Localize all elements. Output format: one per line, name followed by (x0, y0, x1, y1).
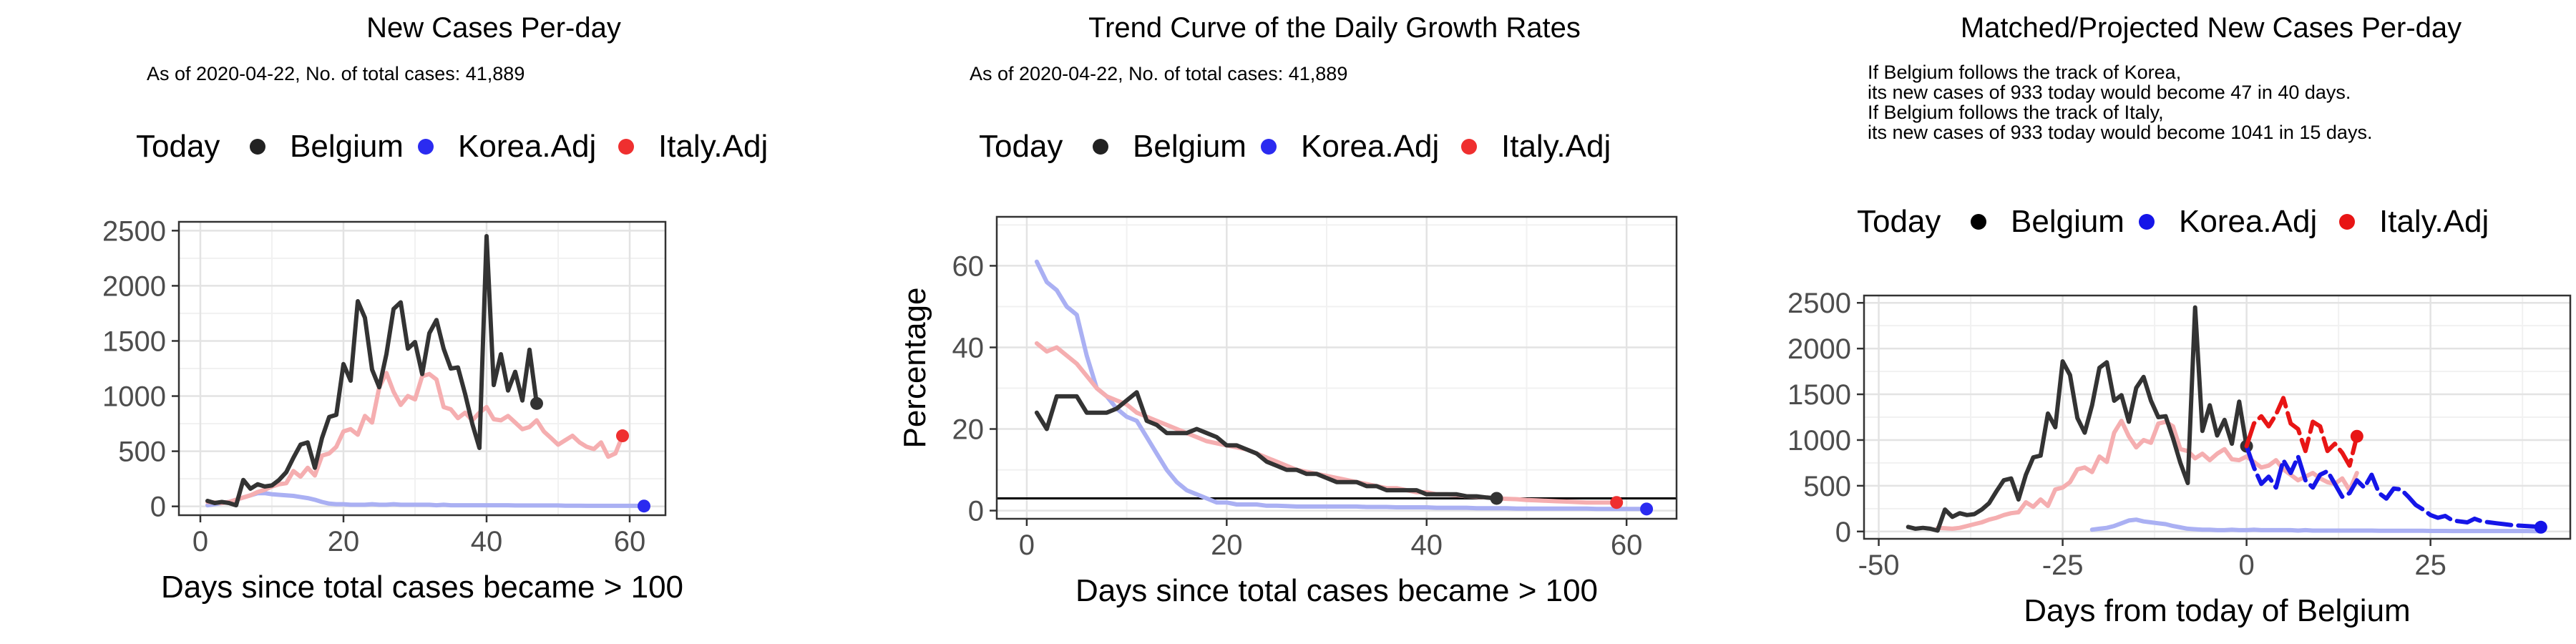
y-tick-label: 0 (150, 492, 166, 523)
x-tick-label: 20 (1211, 530, 1243, 561)
y-tick-label: 0 (1835, 517, 1851, 548)
x-tick-label: 20 (328, 526, 360, 557)
legend: Today Belgium Korea.Adj Italy.Adj (136, 129, 768, 164)
chart-subtitle-line: If Belgium follows the track of Korea, (1868, 62, 2181, 83)
legend-key-italy-adj (2339, 214, 2355, 230)
legend-key-korea-adj (2139, 214, 2155, 230)
y-tick-label: 20 (952, 414, 985, 446)
legend-key-korea-adj (418, 139, 434, 155)
y-tick-label: 2000 (1787, 333, 1851, 365)
today-marker-belgium (530, 396, 543, 410)
y-tick-label: 60 (952, 250, 985, 282)
today-marker-italy-adj (1610, 496, 1624, 509)
series-line-belgium (1906, 305, 2249, 533)
x-axis-label: Days since total cases became > 100 (161, 570, 683, 605)
legend-key-belgium (250, 139, 265, 155)
y-tick-label: 2500 (1787, 288, 1851, 319)
legend-label: Korea.Adj (2179, 204, 2317, 239)
chart-panel-3: Matched/Projected New Cases Per-day If Be… (1787, 12, 2572, 628)
series-line-korea-adj (205, 491, 646, 509)
x-tick-label: 0 (2239, 550, 2255, 581)
series-group (1906, 305, 2547, 534)
legend-key-belgium (1971, 214, 1986, 230)
legend-label: Korea.Adj (1301, 129, 1439, 164)
today-marker-korea-adj (638, 499, 650, 513)
y-tick-label: 1000 (102, 381, 166, 413)
series-line-belgium (205, 234, 539, 508)
legend-label: Belgium (290, 129, 404, 164)
today-marker-italy-adj (2350, 429, 2363, 443)
legend-label: Korea.Adj (458, 129, 596, 164)
y-tick-label: 500 (1803, 471, 1851, 502)
y-tick-label: 1000 (1787, 425, 1851, 457)
axes: 0 20 40 60 0 500 1000 1500 2000 2500 Days since to… (102, 215, 683, 605)
x-tick-label: -50 (1858, 550, 1900, 581)
chart-subtitle-line: As of 2020-04-22, No. of total cases: 41… (147, 63, 525, 84)
chart-title: New Cases Per-day (366, 12, 621, 44)
legend-label: Italy.Adj (1501, 129, 1611, 164)
series-line-belgium (1034, 390, 1499, 501)
gridlines (179, 222, 665, 515)
series-line-korea-adj (1034, 259, 1649, 512)
legend-key-italy-adj (618, 139, 634, 155)
legend-key-korea-adj (1261, 139, 1277, 155)
chart-title: Trend Curve of the Daily Growth Rates (1088, 12, 1581, 44)
y-tick-label: 2500 (102, 215, 166, 247)
x-tick-label: 40 (1410, 530, 1443, 561)
series-group (1034, 259, 1654, 516)
today-marker-belgium (1490, 492, 1503, 505)
series-line-italy-adj (205, 371, 625, 505)
today-marker-italy-adj (616, 429, 629, 443)
series-line-korea-adj-matched (2089, 517, 2543, 534)
x-axis-label: Days from today of Belgium (2024, 593, 2410, 628)
x-tick-label: -25 (2042, 550, 2084, 581)
x-tick-label: 60 (1611, 530, 1643, 561)
plot-area (997, 217, 1677, 519)
chart-subtitle-line: its new cases of 933 today would become … (1868, 122, 2372, 143)
x-tick-label: 0 (1019, 530, 1035, 561)
x-tick-label: 40 (471, 526, 503, 557)
axes: 0 20 40 60 0 20 40 60 Days since total cases bec… (897, 250, 1642, 608)
legend: Today Belgium Korea.Adj Italy.Adj (979, 129, 1611, 164)
legend-key-italy-adj (1461, 139, 1477, 155)
chart-subtitle-line: As of 2020-04-22, No. of total cases: 41… (970, 63, 1347, 84)
y-tick-label: 1500 (1787, 379, 1851, 411)
series-line-korea-adj (2244, 444, 2543, 530)
y-tick-label: 1500 (102, 326, 166, 357)
legend-title: Today (1857, 204, 1941, 239)
today-marker-korea-adj (2534, 520, 2547, 534)
y-tick-label: 2000 (102, 270, 166, 302)
x-axis-label: Days since total cases became > 100 (1075, 573, 1598, 608)
chart-title: Matched/Projected New Cases Per-day (1961, 12, 2462, 44)
legend-label: Belgium (2011, 204, 2124, 239)
legend: Today Belgium Korea.Adj Italy.Adj (1857, 204, 2489, 239)
legend-label: Italy.Adj (2379, 204, 2489, 239)
legend-label: Italy.Adj (658, 129, 768, 164)
chart-subtitle-line: its new cases of 933 today would become … (1868, 82, 2351, 103)
plot-border (1863, 294, 2572, 540)
y-tick-label: 40 (952, 332, 985, 364)
x-tick-label: 25 (2414, 550, 2446, 581)
gridlines (1864, 296, 2570, 539)
legend-label: Belgium (1133, 129, 1246, 164)
x-tick-label: 0 (192, 526, 208, 557)
plot-border (995, 215, 1678, 520)
legend-title: Today (979, 129, 1063, 164)
chart-panel-1: New Cases Per-day As of 2020-04-22, No. o… (102, 12, 768, 605)
y-tick-label: 0 (968, 496, 984, 527)
legend-title: Today (136, 129, 220, 164)
today-marker-korea-adj (1640, 502, 1654, 516)
plot-border (177, 220, 667, 517)
legend-key-belgium (1093, 139, 1108, 155)
x-tick-label: 60 (614, 526, 646, 557)
y-axis-label: Percentage (897, 287, 932, 448)
chart-panel-2: Trend Curve of the Daily Growth Rates As … (897, 12, 1678, 608)
series-group (205, 234, 650, 513)
chart-subtitle-line: If Belgium follows the track of Italy, (1868, 102, 2164, 123)
y-tick-label: 500 (118, 436, 166, 468)
series-line-italy-adj (2244, 396, 2359, 468)
series-line-italy-adj-matched (1935, 419, 2359, 531)
